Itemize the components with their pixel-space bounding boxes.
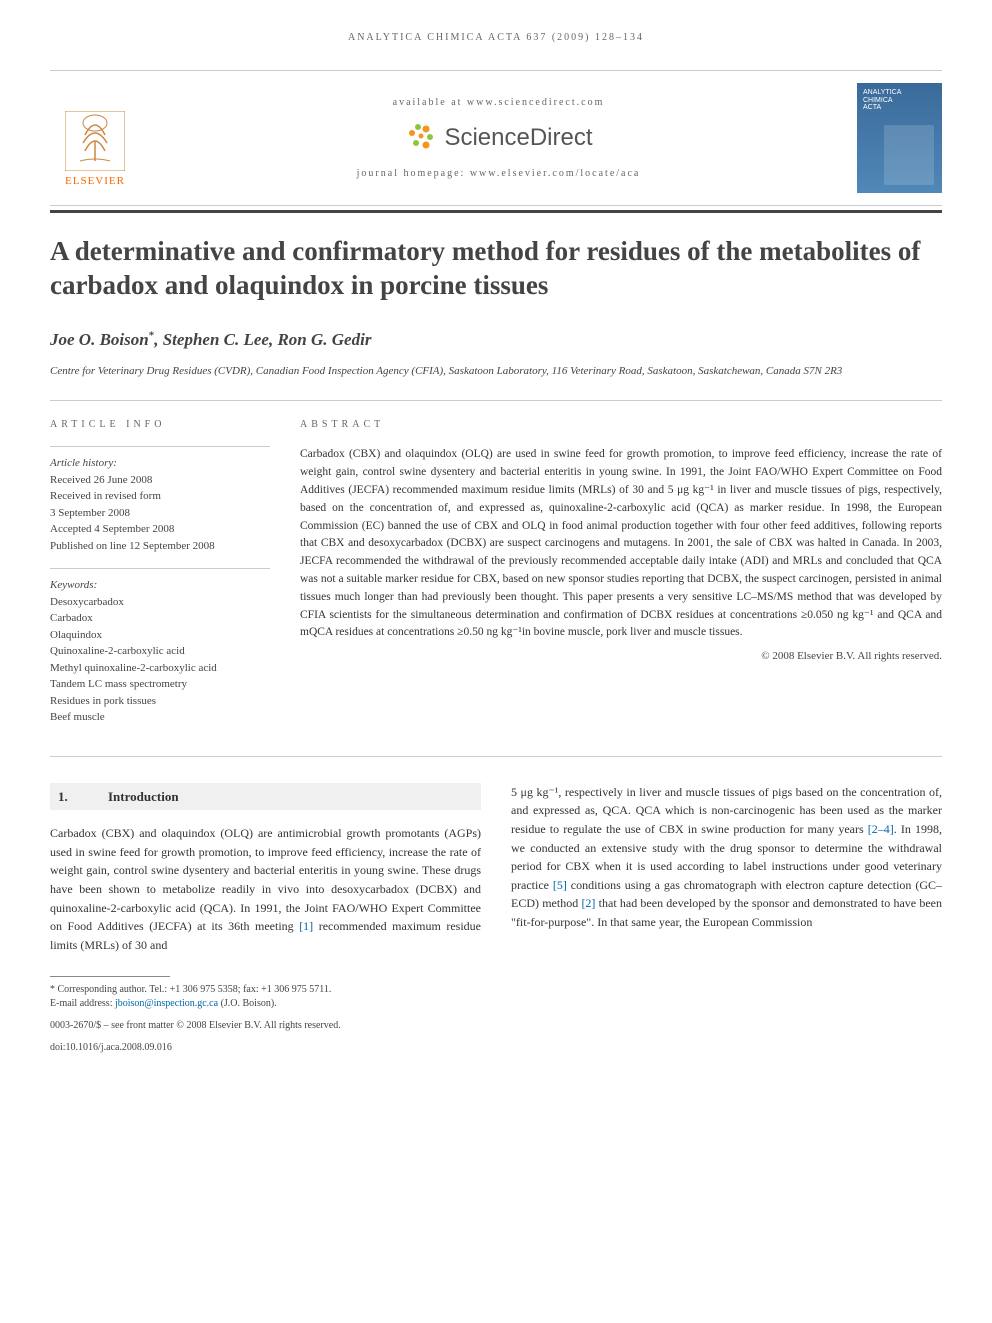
- keywords-block: Keywords: DesoxycarbadoxCarbadoxOlaquind…: [50, 568, 270, 726]
- keyword-line: Desoxycarbadox: [50, 594, 270, 611]
- history-line: Accepted 4 September 2008: [50, 521, 270, 538]
- abstract-text: Carbadox (CBX) and olaquindox (OLQ) are …: [300, 446, 942, 642]
- sciencedirect-text: ScienceDirect: [444, 120, 592, 156]
- citation-link[interactable]: [1]: [299, 919, 313, 933]
- citation-link[interactable]: [2–4]: [868, 822, 894, 836]
- keyword-line: Residues in pork tissues: [50, 693, 270, 710]
- header-divider-bar: [50, 210, 942, 213]
- footnote-email-line: E-mail address: jboison@inspection.gc.ca…: [50, 997, 481, 1011]
- elsevier-tree-icon: [65, 111, 125, 171]
- body-para-col2: 5 μg kg⁻¹, respectively in liver and mus…: [511, 783, 942, 932]
- journal-cover-title: ANALYTICACHIMICAACTA: [863, 89, 901, 112]
- email-link[interactable]: jboison@inspection.gc.ca: [115, 998, 218, 1009]
- keyword-line: Quinoxaline-2-carboxylic acid: [50, 643, 270, 660]
- footnote-rule: [50, 976, 170, 977]
- author-list: Joe O. Boison*, Stephen C. Lee, Ron G. G…: [50, 327, 942, 353]
- section-number: 1.: [58, 787, 108, 807]
- body-two-column: 1. Introduction Carbadox (CBX) and olaqu…: [50, 783, 942, 1056]
- corresponding-author-footnote: * Corresponding author. Tel.: +1 306 975…: [50, 983, 481, 1011]
- history-line: Received in revised form: [50, 488, 270, 505]
- doi-line: doi:10.1016/j.aca.2008.09.016: [50, 1041, 481, 1055]
- footnote-contact: * Corresponding author. Tel.: +1 306 975…: [50, 983, 481, 997]
- article-title: A determinative and confirmatory method …: [50, 235, 942, 303]
- body-column-left: 1. Introduction Carbadox (CBX) and olaqu…: [50, 783, 481, 1056]
- issn-line: 0003-2670/$ – see front matter © 2008 El…: [50, 1019, 481, 1033]
- history-line: 3 September 2008: [50, 505, 270, 522]
- section-heading-intro: 1. Introduction: [50, 783, 481, 811]
- abstract-copyright: © 2008 Elsevier B.V. All rights reserved…: [300, 648, 942, 665]
- citation-link[interactable]: [5]: [553, 878, 567, 892]
- abstract-column: ABSTRACT Carbadox (CBX) and olaquindox (…: [300, 417, 942, 740]
- keywords-label: Keywords:: [50, 577, 270, 594]
- section-title: Introduction: [108, 787, 179, 807]
- available-at-text: available at www.sciencedirect.com: [393, 95, 605, 110]
- keyword-line: Tandem LC mass spectrometry: [50, 676, 270, 693]
- body-para-col1: Carbadox (CBX) and olaquindox (OLQ) are …: [50, 824, 481, 954]
- article-history-block: Article history: Received 26 June 2008Re…: [50, 446, 270, 554]
- history-line: Published on line 12 September 2008: [50, 538, 270, 555]
- sciencedirect-flower-icon: [404, 121, 438, 155]
- info-abstract-region: ARTICLE INFO Article history: Received 2…: [50, 400, 942, 757]
- citation-link[interactable]: [2]: [581, 896, 595, 910]
- running-head: ANALYTICA CHIMICA ACTA 637 (2009) 128–13…: [50, 30, 942, 45]
- header-center: available at www.sciencedirect.com Scien…: [140, 83, 857, 193]
- journal-homepage-text: journal homepage: www.elsevier.com/locat…: [357, 166, 641, 181]
- affiliation: Centre for Veterinary Drug Residues (CVD…: [50, 364, 942, 378]
- keyword-line: Olaquindox: [50, 627, 270, 644]
- history-line: Received 26 June 2008: [50, 472, 270, 489]
- email-author: (J.O. Boison).: [221, 998, 277, 1009]
- article-info-column: ARTICLE INFO Article history: Received 2…: [50, 417, 270, 740]
- sciencedirect-brand: ScienceDirect: [404, 120, 592, 156]
- body-column-right: 5 μg kg⁻¹, respectively in liver and mus…: [511, 783, 942, 1056]
- article-info-label: ARTICLE INFO: [50, 417, 270, 432]
- publisher-name: ELSEVIER: [65, 173, 125, 190]
- journal-cover-art: [884, 125, 934, 185]
- email-label: E-mail address:: [50, 998, 112, 1009]
- publisher-logo: ELSEVIER: [50, 83, 140, 193]
- keyword-line: Methyl quinoxaline-2-carboxylic acid: [50, 660, 270, 677]
- journal-cover-thumbnail: ANALYTICACHIMICAACTA: [857, 83, 942, 193]
- keyword-line: Beef muscle: [50, 709, 270, 726]
- keyword-line: Carbadox: [50, 610, 270, 627]
- history-label: Article history:: [50, 455, 270, 472]
- journal-header: ELSEVIER available at www.sciencedirect.…: [50, 70, 942, 206]
- abstract-label: ABSTRACT: [300, 417, 942, 432]
